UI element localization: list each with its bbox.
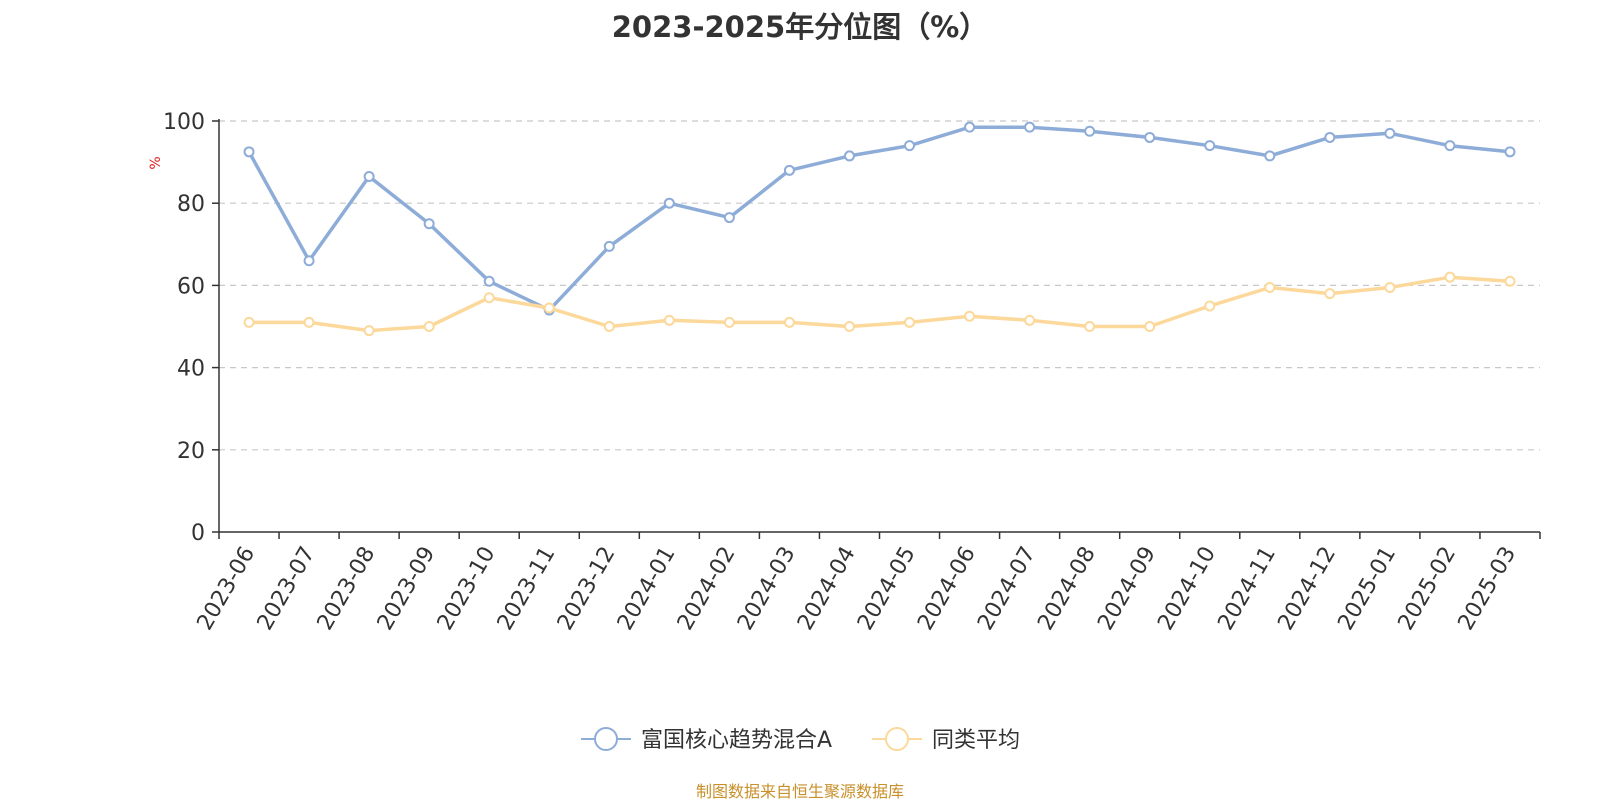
data-point[interactable] — [904, 316, 916, 328]
x-tick-label: 2025-01 — [1333, 543, 1401, 635]
legend-label: 富国核心趋势混合A — [641, 728, 832, 753]
data-point[interactable] — [603, 240, 615, 252]
data-point[interactable] — [843, 150, 855, 162]
data-point[interactable] — [1144, 131, 1156, 143]
data-point[interactable] — [1144, 321, 1156, 332]
data-point[interactable] — [1504, 146, 1516, 158]
x-tick-label: 2023-11 — [493, 543, 561, 635]
x-tick-label: 2023-12 — [553, 543, 621, 635]
data-point[interactable] — [1024, 121, 1036, 133]
data-point[interactable] — [783, 164, 795, 176]
data-point[interactable] — [1324, 131, 1336, 143]
x-tick-label: 2024-05 — [853, 543, 921, 635]
x-tick-label: 2023-08 — [313, 543, 381, 635]
data-point[interactable] — [243, 316, 255, 328]
legend[interactable]: 富国核心趋势混合A 同类平均 — [581, 727, 1020, 753]
legend-item-1[interactable]: 富国核心趋势混合A — [581, 727, 832, 753]
x-tick-label: 2024-06 — [913, 543, 981, 635]
data-source-note: 制图数据来自恒生聚源数据库 — [695, 782, 904, 800]
data-point[interactable] — [1384, 127, 1396, 139]
data-point[interactable] — [1024, 314, 1036, 326]
data-point[interactable] — [964, 121, 976, 133]
data-point[interactable] — [663, 314, 675, 326]
data-point[interactable] — [303, 255, 315, 267]
data-point[interactable] — [1444, 140, 1456, 152]
series-1 — [243, 121, 1516, 316]
data-point[interactable] — [1384, 281, 1396, 293]
data-point[interactable] — [904, 140, 916, 152]
x-tick-label: 2024-09 — [1093, 543, 1161, 635]
x-tick-label: 2023-10 — [433, 543, 501, 635]
data-point[interactable] — [1504, 275, 1516, 287]
data-point[interactable] — [783, 316, 795, 328]
legend-circle-swatch — [885, 727, 909, 751]
y-tick-label: 40 — [177, 357, 205, 382]
data-point[interactable] — [1264, 150, 1276, 162]
data-point[interactable] — [423, 218, 435, 230]
x-tick-label: 2024-02 — [673, 543, 741, 635]
data-point[interactable] — [483, 275, 495, 287]
chart-title: 2023-2025年分位图（%） — [611, 10, 989, 44]
data-point[interactable] — [964, 310, 976, 322]
data-point[interactable] — [243, 146, 255, 158]
data-point[interactable] — [1084, 125, 1096, 137]
data-point[interactable] — [1324, 288, 1336, 300]
x-tick-label: 2024-10 — [1153, 543, 1221, 635]
y-tick-label: 60 — [177, 274, 205, 299]
y-tick-label: 0 — [191, 521, 205, 546]
x-tick-label: 2023-06 — [193, 543, 261, 635]
y-axis-unit: % — [148, 156, 164, 169]
data-point[interactable] — [1444, 271, 1456, 283]
line-chart: 0 20 40 60 80 100% 2023-062023-072023-082023-0… — [148, 110, 1541, 753]
series-line-1 — [247, 125, 1512, 312]
x-tick-label: 2025-03 — [1454, 543, 1522, 635]
series-line-2 — [247, 275, 1512, 333]
x-tick-label: 2024-11 — [1213, 543, 1281, 635]
data-point[interactable] — [543, 302, 555, 314]
axis-layer: 0 20 40 60 80 100% 2023-062023-072023-082023-0… — [148, 110, 1541, 635]
x-tick-label: 2024-12 — [1273, 543, 1341, 635]
x-tick-label: 2024-03 — [733, 543, 801, 635]
data-point[interactable] — [603, 321, 615, 332]
data-point[interactable] — [483, 292, 495, 304]
x-tick-label: 2023-07 — [253, 543, 321, 635]
series-layer — [243, 121, 1516, 337]
legend-circle-swatch — [594, 727, 618, 751]
y-tick-label: 20 — [177, 439, 205, 464]
x-tick-label: 2023-09 — [373, 543, 441, 635]
x-tick-label: 2024-08 — [1033, 543, 1101, 635]
data-point[interactable] — [723, 316, 735, 328]
legend-label: 同类平均 — [932, 728, 1020, 753]
grid-layer — [219, 120, 1540, 451]
data-point[interactable] — [423, 321, 435, 332]
data-point[interactable] — [663, 197, 675, 209]
data-point[interactable] — [843, 321, 855, 332]
data-point[interactable] — [1264, 281, 1276, 293]
data-point[interactable] — [723, 212, 735, 224]
data-point[interactable] — [363, 325, 375, 337]
y-tick-label: 80 — [177, 192, 205, 217]
x-tick-label: 2024-04 — [793, 543, 861, 635]
data-point[interactable] — [1084, 321, 1096, 332]
data-point[interactable] — [303, 316, 315, 328]
data-point[interactable] — [363, 170, 375, 182]
legend-item-2[interactable]: 同类平均 — [872, 727, 1020, 753]
x-tick-label: 2024-07 — [973, 543, 1041, 635]
series-2 — [243, 271, 1516, 337]
data-point[interactable] — [1204, 300, 1216, 312]
data-point[interactable] — [1204, 140, 1216, 152]
y-tick-label: 100 — [163, 110, 205, 135]
x-tick-label: 2025-02 — [1394, 543, 1462, 635]
x-tick-label: 2024-01 — [613, 543, 681, 635]
